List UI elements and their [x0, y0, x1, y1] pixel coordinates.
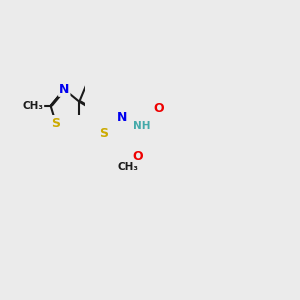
Text: O: O	[133, 150, 143, 163]
Text: S: S	[52, 117, 61, 130]
Text: CH₃: CH₃	[118, 162, 139, 172]
Text: NH: NH	[134, 121, 151, 131]
Text: O: O	[153, 102, 164, 115]
Text: CH₃: CH₃	[22, 101, 43, 111]
Text: S: S	[99, 127, 108, 140]
Text: N: N	[116, 111, 127, 124]
Text: N: N	[59, 83, 70, 96]
